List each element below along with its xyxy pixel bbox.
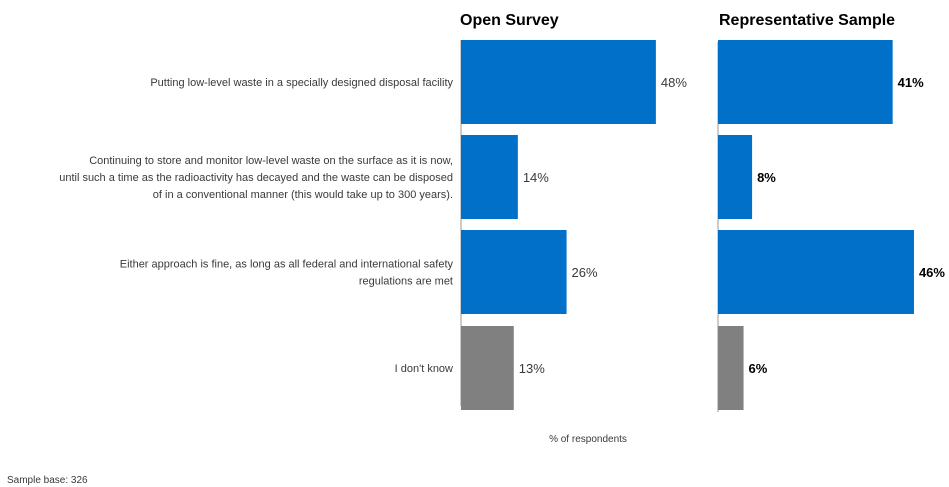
data-label-open-survey-1: 48%: [661, 75, 687, 90]
bar-open-survey-4: [461, 326, 514, 410]
panel-title-open-survey: Open Survey: [460, 12, 559, 29]
x-axis-label: % of respondents: [549, 434, 627, 445]
bar-representative-sample-1: [718, 40, 893, 124]
data-label-open-survey-3: 26%: [572, 265, 598, 280]
data-label-open-survey-2: 14%: [523, 170, 549, 185]
bar-open-survey-2: [461, 135, 518, 219]
data-label-representative-sample-3: 46%: [919, 265, 945, 280]
category-label-3-line-2: regulations are met: [359, 276, 453, 288]
category-label-3-line-1: Either approach is fine, as long as all …: [120, 259, 454, 271]
data-label-representative-sample-2: 8%: [757, 170, 776, 185]
bar-representative-sample-4: [718, 326, 744, 410]
bar-open-survey-3: [461, 230, 567, 314]
bar-open-survey-1: [461, 40, 656, 124]
sample-base-footnote: Sample base: 326: [7, 475, 88, 486]
bar-representative-sample-2: [718, 135, 753, 219]
data-label-representative-sample-1: 41%: [898, 75, 924, 90]
panel-open-survey: 48% 14% 26% 13%: [460, 40, 687, 410]
category-label-2-line-3: of in a conventional manner (this would …: [153, 189, 453, 201]
panel-representative-sample: 41% 8% 46% 6%: [717, 40, 945, 412]
data-label-representative-sample-4: 6%: [749, 361, 768, 376]
category-label-1-line-1: Putting low-level waste in a specially d…: [150, 77, 453, 89]
category-label-2-line-2: until such a time as the radioactivity h…: [59, 172, 453, 184]
data-label-open-survey-4: 13%: [519, 361, 545, 376]
category-label-4-line-1: I don't know: [395, 363, 453, 375]
panel-title-representative-sample: Representative Sample: [719, 12, 895, 29]
category-label-2-line-1: Continuing to store and monitor low-leve…: [89, 155, 453, 167]
category-labels: Putting low-level waste in a specially d…: [59, 77, 453, 375]
bar-representative-sample-3: [718, 230, 914, 314]
